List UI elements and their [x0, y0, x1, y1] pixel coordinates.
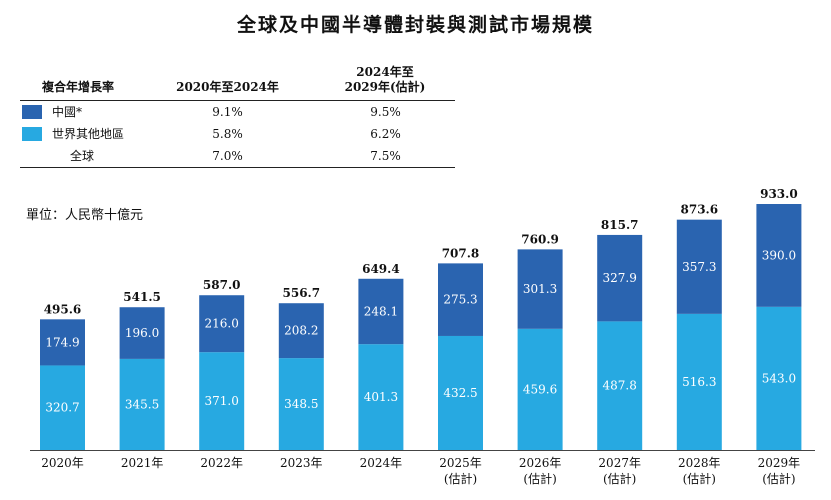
bar-rest-of-world: [517, 328, 563, 450]
bar-rest-of-world: [676, 313, 722, 450]
cagr-col1-header: 2020年至2024年: [176, 80, 279, 94]
cagr-row-label: 全球: [70, 149, 95, 163]
x-tick-label: 2027年: [598, 456, 641, 470]
x-tick-label: 2022年: [200, 456, 243, 470]
data-label-total: 587.0: [203, 278, 241, 292]
legend-swatch-rest-of-world: [22, 127, 42, 141]
cagr-value: 9.1%: [212, 105, 243, 119]
legend-swatch-china: [22, 105, 42, 119]
cagr-row-rest-of-world: 世界其他地區 5.8% 6.2%: [20, 123, 455, 145]
data-label-total: 495.6: [44, 302, 82, 316]
x-tick-label: 2024年: [360, 456, 403, 470]
data-label-china: 390.0: [762, 248, 796, 262]
bar-china: [756, 204, 802, 307]
bar-rest-of-world: [119, 358, 165, 450]
cagr-table: 複合年增長率 2020年至2024年 2024年至 2029年(估計) 中國* …: [20, 62, 455, 168]
data-label-total: 556.7: [283, 286, 321, 300]
data-label-rest-of-world: 543.0: [762, 371, 796, 385]
cagr-row-global: 全球 7.0% 7.5%: [20, 145, 455, 168]
x-tick-estimate-label: (估計): [603, 471, 636, 486]
bar-china: [676, 219, 722, 314]
cagr-value: 5.8%: [212, 127, 243, 141]
data-label-rest-of-world: 487.8: [603, 379, 637, 393]
cagr-row-china: 中國* 9.1% 9.5%: [20, 101, 455, 123]
chart-title: 全球及中國半導體封裝與測試市場規模: [236, 14, 594, 36]
data-label-total: 815.7: [601, 218, 639, 232]
data-label-total: 707.8: [442, 246, 480, 260]
cagr-header: 複合年增長率 2020年至2024年 2024年至 2029年(估計): [20, 62, 455, 101]
cagr-header-label: 複合年增長率: [42, 80, 115, 94]
data-label-rest-of-world: 345.5: [125, 397, 159, 411]
unit-label: 單位：人民幣十億元: [26, 208, 144, 223]
bar-rest-of-world: [199, 352, 245, 450]
bar-rest-of-world: [278, 358, 324, 450]
cagr-col2-header-line1: 2024年至: [356, 65, 414, 79]
x-tick-estimate-label: (估計): [762, 471, 795, 486]
bar-rest-of-world: [358, 344, 404, 450]
data-label-china: 275.3: [443, 293, 477, 307]
data-label-rest-of-world: 432.5: [443, 386, 477, 400]
bar-china: [438, 263, 483, 336]
data-label-china: 327.9: [603, 271, 637, 285]
x-tick-estimate-label: (估計): [523, 471, 556, 486]
x-tick-estimate-label: (估計): [683, 471, 716, 486]
cagr-value: 9.5%: [370, 105, 401, 119]
data-label-rest-of-world: 516.3: [682, 375, 716, 389]
x-tick-estimate-label: (估計): [444, 471, 477, 486]
data-label-total: 933.0: [760, 187, 798, 201]
data-label-china: 301.3: [523, 282, 557, 296]
cagr-value: 6.2%: [370, 127, 401, 141]
bar-china: [199, 295, 245, 353]
x-tick-label: 2026年: [519, 456, 562, 470]
data-label-rest-of-world: 320.7: [45, 401, 79, 415]
bar-china: [597, 234, 643, 322]
data-label-total: 873.6: [681, 203, 719, 217]
data-label-china: 248.1: [364, 304, 398, 318]
cagr-value: 7.0%: [212, 149, 243, 163]
data-label-china: 174.9: [45, 335, 79, 349]
data-label-total: 760.9: [521, 232, 559, 246]
bar-rest-of-world: [438, 335, 483, 450]
x-tick-label: 2023年: [280, 456, 323, 470]
bar-china: [278, 303, 324, 359]
cagr-row-label: 世界其他地區: [52, 127, 125, 141]
data-label-china: 216.0: [205, 317, 239, 331]
x-tick-label: 2020年: [41, 456, 84, 470]
bar-china: [358, 278, 404, 345]
bar-china: [119, 307, 165, 359]
x-tick-label: 2029年: [758, 456, 801, 470]
data-label-rest-of-world: 459.6: [523, 382, 557, 396]
x-tick-label: 2021年: [121, 456, 164, 470]
data-label-rest-of-world: 348.5: [284, 397, 318, 411]
cagr-row-label: 中國*: [52, 105, 83, 119]
data-label-china: 357.3: [682, 260, 716, 274]
bar-rest-of-world: [756, 306, 802, 450]
data-label-china: 208.2: [284, 324, 318, 338]
data-label-rest-of-world: 401.3: [364, 390, 398, 404]
x-tick-label: 2028年: [678, 456, 721, 470]
cagr-value: 7.5%: [370, 149, 401, 163]
bar-rest-of-world: [40, 365, 85, 450]
bar-china: [517, 249, 563, 329]
data-label-china: 196.0: [125, 326, 159, 340]
x-tick-label: 2025年: [439, 456, 482, 470]
data-label-total: 649.4: [362, 262, 400, 276]
bar-rest-of-world: [597, 321, 643, 450]
cagr-col2-header-line2: 2029年(估計): [344, 80, 426, 94]
data-label-total: 541.5: [123, 290, 161, 304]
bar-china: [40, 319, 85, 366]
data-label-rest-of-world: 371.0: [205, 394, 239, 408]
